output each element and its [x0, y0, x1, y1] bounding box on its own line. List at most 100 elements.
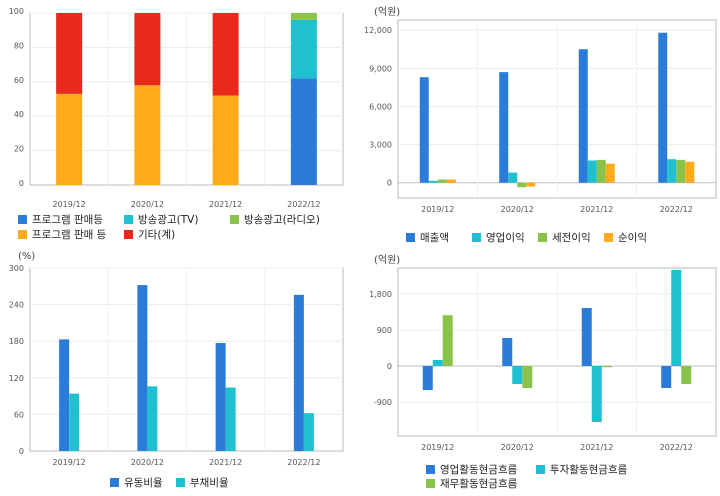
legend-swatch — [110, 478, 119, 487]
bar-2022-12 — [290, 19, 317, 79]
chart-panel-3: (%) 0 60 120 180 240 300 2019/12 2020/12 2021/12… — [0, 248, 360, 496]
chart-2-svg: 0 3,000 6,000 9,000 12,000 2019/12 2020/12 2021… — [364, 19, 717, 214]
legend-label: 기타(계) — [138, 229, 176, 241]
legend-swatch — [604, 233, 613, 242]
y-tick-label: 0 — [387, 179, 392, 188]
bar-2022-12-s0 — [293, 294, 304, 451]
y-tick-label: 12,000 — [364, 26, 392, 35]
bar-2020-12-s2 — [522, 366, 533, 388]
bar-2019-12-s1 — [69, 393, 80, 451]
x-tick-label: 2020/12 — [131, 200, 164, 209]
x-tick-label: 2019/12 — [53, 200, 86, 209]
y-tick-label: 0 — [387, 362, 392, 371]
legend-item: 유동비율 — [110, 475, 163, 490]
bar-2020-12-s1 — [512, 366, 523, 384]
legend-label: 순이익 — [618, 232, 647, 244]
legend-swatch — [472, 233, 481, 242]
bar-2021-12-s1 — [591, 366, 602, 422]
bar-2022-12-s1 — [303, 413, 314, 451]
legend-item: 프로그램 판매 등 — [18, 227, 106, 242]
legend-item: 부채비율 — [176, 475, 229, 490]
x-tick-label: 2022/12 — [660, 443, 693, 452]
bar-2021-12-s1 — [587, 160, 597, 183]
legend-item: 세전이익 — [538, 230, 591, 245]
x-tick-label: 2020/12 — [501, 443, 534, 452]
bar-2022-12-s1 — [667, 159, 677, 183]
bar-2022-12-s2 — [676, 159, 686, 183]
bar-2021-12-s0 — [578, 49, 588, 183]
y-tick-label: 60 — [14, 76, 24, 85]
y-tick-label: 6,000 — [369, 102, 392, 111]
y-tick-label: 60 — [14, 410, 24, 419]
legend-label: 유동비율 — [124, 477, 163, 489]
legend-swatch — [406, 233, 415, 242]
y-tick-label: -900 — [374, 398, 392, 407]
y-tick-label: 240 — [9, 301, 24, 310]
bar-2022-12-s0 — [661, 366, 672, 388]
bar-2020-12 — [134, 85, 161, 185]
bar-2019-12-s0 — [59, 339, 70, 451]
legend-item: 영업이익 — [472, 230, 525, 245]
x-tick-label: 2020/12 — [131, 458, 164, 467]
x-tick-label: 2022/12 — [660, 205, 693, 214]
bar-2022-12-s3 — [685, 161, 695, 183]
x-tick-label: 2022/12 — [287, 458, 320, 467]
chart-2-unit: (억원) — [374, 7, 401, 18]
legend-swatch — [124, 215, 133, 224]
y-tick-label: 20 — [14, 145, 24, 154]
bar-2021-12-s1 — [225, 387, 236, 451]
bar-2019-12-s1 — [432, 360, 443, 366]
legend-swatch — [536, 465, 545, 474]
bar-2019-12-s2 — [442, 315, 453, 366]
legend-item: 영업활동현금흐름 — [426, 462, 517, 477]
x-tick-label: 2020/12 — [501, 205, 534, 214]
chart-1-svg: 0 20 40 60 80 100 2019/12 2020/12 2021/12 2022/12 — [9, 7, 344, 209]
y-tick-label: 120 — [9, 374, 24, 383]
chart-3-unit: (%) — [18, 251, 36, 262]
y-tick-label: 100 — [9, 7, 24, 16]
bar-2021-12-s2 — [601, 366, 612, 368]
legend-label: 부채비율 — [190, 477, 229, 489]
x-tick-label: 2021/12 — [580, 205, 613, 214]
x-tick-label: 2019/12 — [53, 458, 86, 467]
legend-item: 투자활동현금흐름 — [536, 462, 627, 477]
x-tick-label: 2022/12 — [287, 200, 320, 209]
legend-item: 방송광고(라디오) — [230, 212, 320, 227]
bar-2021-12-s3 — [605, 163, 615, 183]
chart-panel-4: (억원) -900 0 900 1,800 2019/12 2020/12 2021/12 2… — [360, 248, 720, 496]
bar-2021-12 — [212, 13, 239, 96]
bar-2020-12-s1 — [508, 172, 518, 183]
legend-item: 기타(계) — [124, 227, 175, 242]
bar-2019-12 — [56, 93, 83, 185]
bar-2020-12-s2 — [517, 182, 527, 188]
chart-panel-1: 0 20 40 60 80 100 2019/12 2020/12 2021/12 2022/12… — [0, 0, 360, 248]
bar-2022-12-s0 — [658, 32, 668, 183]
legend-label: 매출액 — [420, 232, 449, 244]
bar-2019-12-s3 — [446, 179, 456, 183]
bar-2020-12-s3 — [526, 182, 536, 187]
legend-label: 재무활동현금흐름 — [440, 478, 518, 490]
legend-label: 방송광고(라디오) — [244, 214, 320, 226]
legend-item: 재무활동현금흐름 — [426, 476, 517, 491]
legend-swatch — [176, 478, 185, 487]
y-tick-label: 80 — [14, 41, 24, 50]
legend-label: 영업활동현금흐름 — [440, 464, 518, 476]
y-tick-label: 40 — [14, 110, 24, 119]
bar-2019-12-s0 — [419, 77, 429, 183]
legend-swatch — [18, 230, 27, 239]
y-tick-label: 900 — [377, 326, 392, 335]
legend-swatch — [426, 479, 435, 488]
bar-2021-12 — [212, 95, 239, 185]
x-tick-label: 2021/12 — [209, 200, 242, 209]
legend-swatch — [230, 215, 239, 224]
legend-swatch — [18, 215, 27, 224]
legend-item: 프로그램 판매등 — [18, 212, 103, 227]
chart-4-svg: -900 0 900 1,800 2019/12 2020/12 2021/12 2022/1… — [369, 267, 717, 452]
legend-item: 매출액 — [406, 230, 449, 245]
legend-label: 영업이익 — [486, 232, 525, 244]
bar-2021-12-s0 — [581, 308, 592, 366]
bar-2022-12 — [290, 13, 317, 20]
bar-2021-12-s2 — [596, 159, 606, 183]
chart-3-svg: 0 60 120 180 240 300 2019/12 2020/12 2021/12 2022… — [9, 264, 344, 467]
legend-label: 투자활동현금흐름 — [550, 464, 628, 476]
